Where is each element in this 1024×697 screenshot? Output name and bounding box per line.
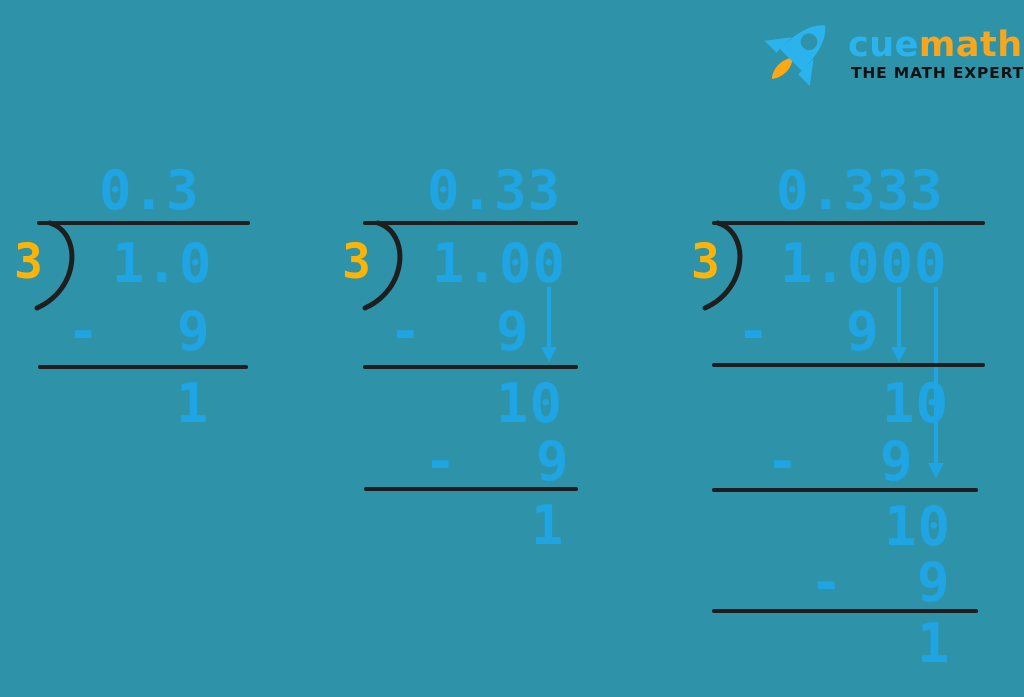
quotient: 0.3 <box>99 159 200 222</box>
divisor: 3 <box>14 234 43 290</box>
subtraction-line <box>364 487 578 491</box>
subtrahend: 9 <box>846 300 880 363</box>
divisor: 3 <box>691 234 720 290</box>
bring-down-arrow-icon <box>541 287 557 362</box>
subtraction-line <box>38 365 248 369</box>
subtrahend: 9 <box>880 430 914 493</box>
remainder: 1 <box>531 494 565 557</box>
dividend: 1.0 <box>112 232 213 295</box>
brand-math: math <box>918 25 1023 65</box>
division-top-line <box>712 221 985 225</box>
subtrahend: 9 <box>536 430 570 493</box>
subtrahend: 9 <box>917 551 951 614</box>
subtrahend: 9 <box>177 300 211 363</box>
subtraction-line <box>712 609 978 613</box>
division-bracket <box>702 220 743 311</box>
remainder: 1 <box>917 612 951 675</box>
minus-sign: - <box>737 300 771 363</box>
brand-wordmark: cuemath <box>848 28 1023 63</box>
division-top-line <box>37 221 250 225</box>
subtraction-line <box>712 488 978 492</box>
bring-down-arrow-icon <box>891 287 907 362</box>
quotient: 0.333 <box>776 159 944 222</box>
minus-sign: - <box>810 551 844 614</box>
minus-sign: - <box>766 430 800 493</box>
division-bracket <box>362 220 403 311</box>
rocket-icon <box>764 25 826 87</box>
partial-remainder: 10 <box>496 372 564 435</box>
partial-remainder: 10 <box>884 495 952 558</box>
brand-tagline: THE MATH EXPERT <box>851 64 1024 82</box>
bring-down-arrow-icon <box>928 287 944 478</box>
dividend: 1.00 <box>432 232 567 295</box>
minus-sign: - <box>67 300 101 363</box>
subtrahend: 9 <box>496 300 530 363</box>
subtraction-line <box>712 363 985 367</box>
dividend: 1.000 <box>780 232 948 295</box>
remainder: 1 <box>176 372 210 435</box>
quotient: 0.33 <box>427 159 562 222</box>
division-top-line <box>363 221 578 225</box>
minus-sign: - <box>389 300 423 363</box>
subtraction-line <box>363 365 578 369</box>
partial-remainder: 10 <box>882 372 950 435</box>
division-bracket <box>34 220 75 311</box>
divisor: 3 <box>342 234 371 290</box>
minus-sign: - <box>424 430 458 493</box>
brand-cue: cue <box>848 25 919 65</box>
